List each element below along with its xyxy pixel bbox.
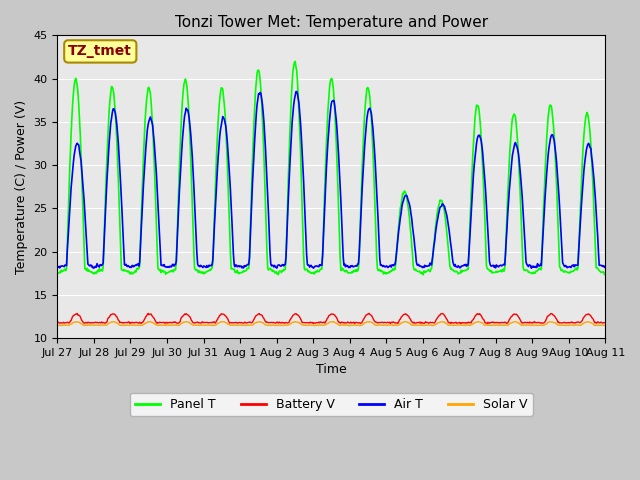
Line: Solar V: Solar V	[58, 322, 605, 326]
Solar V	[415, 323, 422, 328]
Battery V	[120, 320, 127, 325]
Text: TZ_tmet: TZ_tmet	[68, 45, 132, 59]
Line: Air T: Air T	[58, 92, 605, 268]
Panel T	[419, 272, 427, 277]
Solar V	[401, 319, 409, 324]
Panel T	[291, 59, 299, 64]
Solar V	[120, 322, 127, 328]
Battery V	[399, 312, 407, 318]
Air T	[399, 200, 406, 206]
Solar V	[175, 323, 183, 328]
Air T	[120, 247, 127, 252]
Air T	[527, 265, 535, 271]
Legend: Panel T, Battery V, Air T, Solar V: Panel T, Battery V, Air T, Solar V	[130, 393, 532, 416]
Solar V	[63, 322, 71, 328]
Air T	[415, 262, 422, 267]
Panel T	[399, 191, 406, 196]
Battery V	[387, 321, 394, 326]
Air T	[204, 264, 212, 270]
Solar V	[429, 323, 436, 329]
Air T	[293, 89, 301, 95]
Line: Battery V: Battery V	[58, 313, 605, 324]
Solar V	[204, 322, 212, 328]
Solar V	[398, 320, 406, 325]
Solar V	[54, 322, 61, 328]
Battery V	[63, 319, 71, 325]
Battery V	[415, 319, 423, 325]
Panel T	[175, 167, 183, 172]
Air T	[63, 248, 71, 253]
Solar V	[602, 323, 609, 328]
Battery V	[54, 320, 61, 325]
Panel T	[120, 268, 127, 274]
Air T	[54, 264, 61, 270]
Air T	[175, 190, 183, 195]
X-axis label: Time: Time	[316, 363, 347, 376]
Panel T	[204, 268, 212, 274]
Panel T	[63, 241, 71, 247]
Panel T	[415, 269, 422, 275]
Battery V	[175, 320, 183, 325]
Panel T	[54, 270, 61, 276]
Title: Tonzi Tower Met: Temperature and Power: Tonzi Tower Met: Temperature and Power	[175, 15, 488, 30]
Panel T	[602, 271, 609, 277]
Battery V	[204, 320, 212, 326]
Y-axis label: Temperature (C) / Power (V): Temperature (C) / Power (V)	[15, 100, 28, 274]
Battery V	[602, 320, 609, 325]
Line: Panel T: Panel T	[58, 61, 605, 275]
Air T	[602, 265, 609, 271]
Battery V	[365, 311, 373, 316]
